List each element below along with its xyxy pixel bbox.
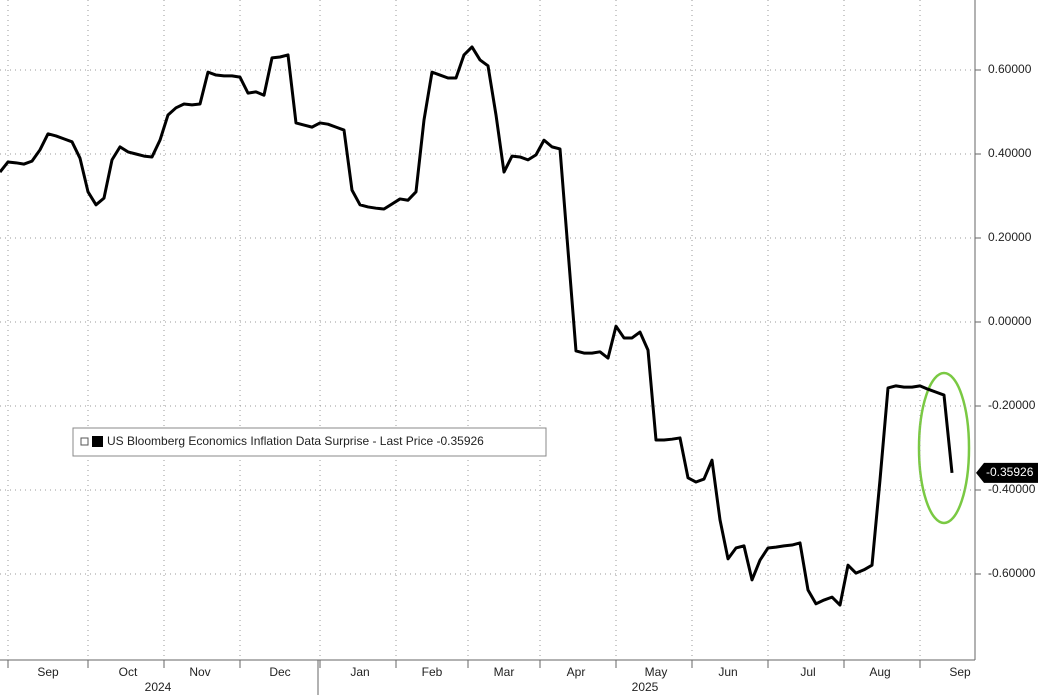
- legend: US Bloomberg Economics Inflation Data Su…: [72, 427, 547, 457]
- y-tick-label: 0.00000: [988, 314, 1032, 328]
- series-line: [0, 45, 954, 607]
- x-tick-label: Sep: [949, 665, 971, 679]
- highlight-ellipse: [917, 371, 971, 525]
- x-tick-label: Aug: [869, 665, 890, 679]
- x-tick-label: Dec: [269, 665, 290, 679]
- x-tick-label: Oct: [119, 665, 138, 679]
- legend-toggle: [80, 437, 89, 446]
- x-tick-label: Sep: [37, 665, 59, 679]
- y-tick-label: -0.40000: [988, 482, 1036, 496]
- x-tick-label: Nov: [189, 665, 210, 679]
- x-tick-label: Mar: [494, 665, 515, 679]
- x-tick-label: Feb: [422, 665, 443, 679]
- legend-label: US Bloomberg Economics Inflation Data Su…: [107, 434, 484, 448]
- year-label: 2025: [632, 680, 659, 694]
- legend-box: [72, 427, 547, 457]
- y-tick-label: 0.20000: [988, 230, 1032, 244]
- y-tick-label: -0.60000: [988, 566, 1036, 580]
- legend-swatch: [92, 436, 103, 447]
- x-tick-label: Jul: [800, 665, 815, 679]
- last-price-label: -0.35926: [986, 465, 1034, 479]
- x-tick-label: May: [645, 665, 668, 679]
- x-tick-label: Apr: [567, 665, 586, 679]
- x-tick-label: Jun: [718, 665, 737, 679]
- year-label: 2024: [145, 680, 172, 694]
- y-tick-label: 0.40000: [988, 146, 1032, 160]
- x-tick-label: Jan: [350, 665, 369, 679]
- y-tick-label: 0.60000: [988, 62, 1032, 76]
- last-price-tag: [976, 462, 1038, 483]
- y-tick-label: -0.20000: [988, 398, 1036, 412]
